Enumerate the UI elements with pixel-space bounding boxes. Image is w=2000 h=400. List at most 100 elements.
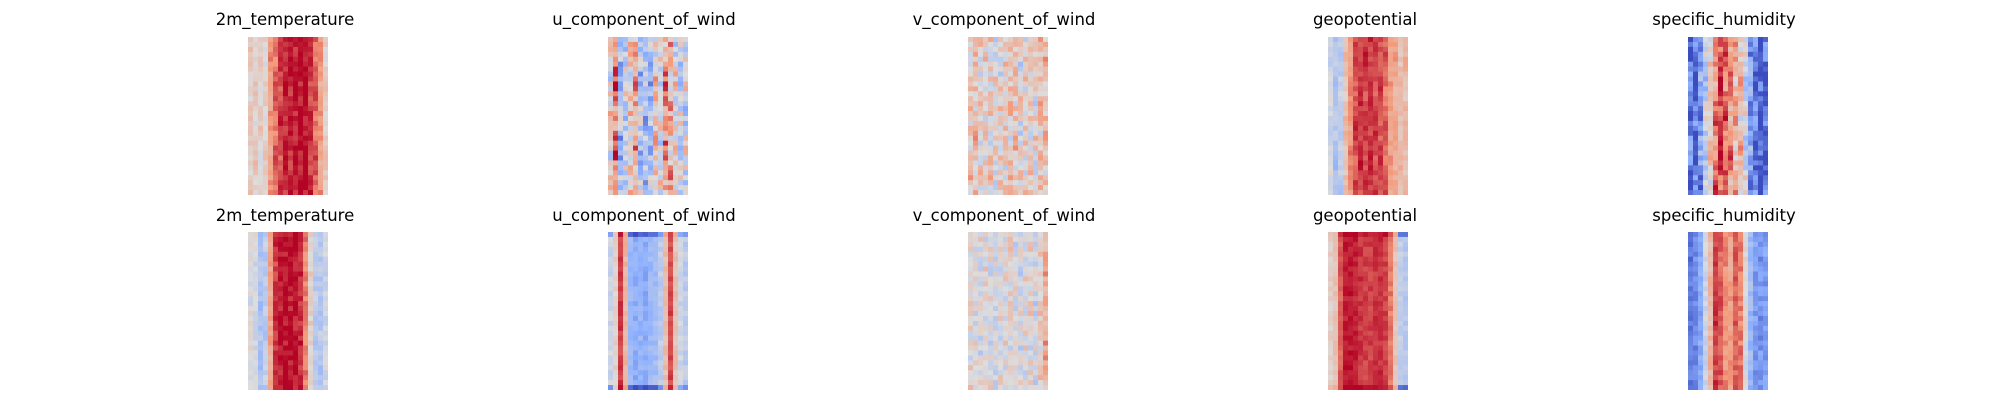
heatmap-cell bbox=[1033, 81, 1039, 87]
heatmap-cell bbox=[1348, 281, 1354, 287]
heatmap-cell bbox=[983, 271, 989, 278]
heatmap-cell bbox=[1403, 385, 1408, 390]
heatmap-cell bbox=[1713, 320, 1719, 327]
heatmap-cell bbox=[998, 66, 1004, 73]
heatmap-cell bbox=[1693, 111, 1699, 117]
heatmap-cell bbox=[678, 281, 684, 287]
heatmap-cell bbox=[1008, 325, 1014, 332]
heatmap-cell bbox=[1403, 51, 1408, 58]
heatmap-cell bbox=[1378, 286, 1384, 292]
heatmap-cell bbox=[298, 46, 304, 53]
heatmap-cell bbox=[1383, 286, 1389, 292]
heatmap-cell bbox=[983, 41, 989, 48]
heatmap-cell bbox=[973, 155, 979, 162]
heatmap-cell bbox=[1008, 236, 1014, 243]
heatmap-cell bbox=[988, 66, 994, 73]
heatmap-cell bbox=[308, 281, 314, 287]
heatmap-cell bbox=[1393, 375, 1399, 381]
heatmap-cell bbox=[1358, 190, 1364, 195]
heatmap-cell bbox=[663, 140, 669, 147]
heatmap-cell bbox=[1388, 315, 1394, 322]
heatmap-cell bbox=[1373, 281, 1379, 287]
heatmap-cell bbox=[1013, 46, 1019, 53]
heatmap-cell bbox=[1723, 261, 1729, 268]
heatmap-cell bbox=[313, 76, 319, 83]
heatmap-cell bbox=[998, 286, 1004, 292]
heatmap-cell bbox=[1398, 301, 1404, 307]
heatmap-cell bbox=[1018, 155, 1024, 162]
heatmap-cell bbox=[1398, 190, 1404, 195]
heatmap-cell bbox=[668, 71, 674, 78]
heatmap-cell bbox=[1703, 140, 1709, 147]
heatmap-cell bbox=[1028, 355, 1034, 361]
heatmap-cell bbox=[998, 91, 1004, 97]
heatmap-cell bbox=[1013, 37, 1019, 43]
heatmap-cell bbox=[1703, 106, 1709, 112]
heatmap-cell bbox=[313, 281, 319, 287]
heatmap-cell bbox=[1363, 165, 1369, 171]
heatmap-cell bbox=[278, 106, 284, 112]
heatmap-cell bbox=[638, 355, 644, 361]
heatmap-cell bbox=[668, 306, 674, 312]
heatmap-cell bbox=[298, 325, 304, 332]
heatmap-cell bbox=[303, 185, 309, 191]
heatmap-cell bbox=[1028, 241, 1034, 248]
heatmap-cell bbox=[1733, 101, 1739, 107]
heatmap-cell bbox=[993, 281, 999, 287]
heatmap-cell bbox=[1748, 46, 1754, 53]
heatmap-cell bbox=[1008, 251, 1014, 258]
heatmap-cell bbox=[1758, 256, 1764, 263]
heatmap-cell bbox=[618, 111, 624, 117]
heatmap-cell bbox=[658, 330, 664, 337]
heatmap-cell bbox=[1338, 266, 1344, 273]
heatmap-cell bbox=[1723, 116, 1729, 122]
heatmap-cell bbox=[258, 345, 264, 352]
heatmap-cell bbox=[263, 315, 269, 322]
heatmap-cell bbox=[978, 71, 984, 78]
heatmap-cell bbox=[618, 345, 624, 352]
heatmap-cell bbox=[318, 165, 324, 171]
heatmap-cell bbox=[1008, 116, 1014, 122]
heatmap-cell bbox=[323, 190, 328, 195]
heatmap-cell bbox=[293, 385, 299, 390]
heatmap-cell bbox=[253, 345, 259, 352]
heatmap-cell bbox=[1373, 175, 1379, 181]
heatmap-cell bbox=[1753, 340, 1759, 347]
heatmap-cell bbox=[1718, 81, 1724, 87]
heatmap-cell bbox=[1688, 155, 1694, 162]
heatmap-cell bbox=[1393, 81, 1399, 87]
heatmap-cell bbox=[673, 190, 679, 195]
heatmap-cell bbox=[1738, 190, 1744, 195]
heatmap-cell bbox=[1373, 155, 1379, 162]
heatmap-cell bbox=[1713, 86, 1719, 92]
heatmap-cell bbox=[658, 150, 664, 157]
heatmap-cell bbox=[1688, 46, 1694, 53]
heatmap-cell bbox=[623, 41, 629, 48]
heatmap-cell bbox=[683, 246, 688, 253]
heatmap-cell bbox=[1733, 150, 1739, 157]
heatmap-cell bbox=[1373, 340, 1379, 347]
heatmap-cell bbox=[248, 340, 254, 347]
heatmap-cell bbox=[248, 370, 254, 376]
heatmap-cell bbox=[643, 41, 649, 48]
heatmap-cell bbox=[288, 66, 294, 73]
heatmap-cell bbox=[613, 37, 619, 43]
heatmap-cell bbox=[1713, 311, 1719, 317]
heatmap-cell bbox=[1333, 241, 1339, 248]
heatmap-cell bbox=[998, 41, 1004, 48]
heatmap-cell bbox=[1688, 51, 1694, 58]
heatmap-cell bbox=[1368, 330, 1374, 337]
heatmap-cell bbox=[998, 86, 1004, 92]
heatmap-cell bbox=[1733, 311, 1739, 317]
heatmap-cell bbox=[1368, 76, 1374, 83]
heatmap-cell bbox=[1738, 56, 1744, 63]
heatmap-cell bbox=[1008, 335, 1014, 342]
heatmap-cell bbox=[1363, 256, 1369, 263]
heatmap-cell bbox=[1033, 175, 1039, 181]
heatmap-cell bbox=[1328, 315, 1334, 322]
heatmap-cell bbox=[1723, 120, 1729, 127]
heatmap-cell bbox=[1753, 61, 1759, 68]
heatmap-cell bbox=[323, 276, 328, 282]
heatmap-cell bbox=[1728, 160, 1734, 166]
heatmap-cell bbox=[248, 296, 254, 302]
